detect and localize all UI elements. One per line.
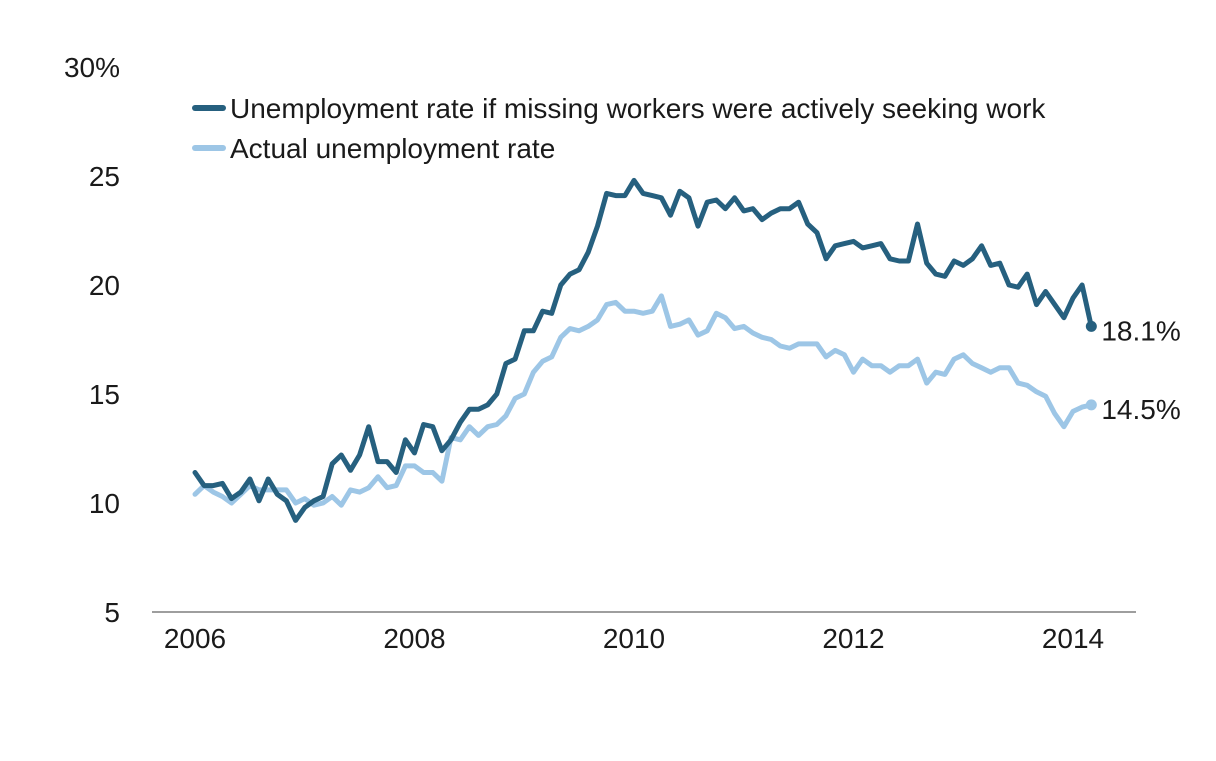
series-end-point-2 (1085, 399, 1097, 411)
x-tick-label: 2010 (603, 623, 665, 654)
legend: Unemployment rate if missing workers wer… (192, 93, 1046, 164)
y-tick-label: 15 (89, 379, 120, 410)
x-tick-label: 2012 (822, 623, 884, 654)
legend-label-series-1: Unemployment rate if missing workers wer… (230, 93, 1046, 124)
y-axis-tick-labels: 5 10 15 20 25 30% (64, 52, 120, 628)
series-line-1 (192, 177, 1094, 523)
series-end-label-2: 14.5% (1101, 394, 1180, 425)
y-tick-label: 10 (89, 488, 120, 519)
x-axis-tick-labels: 2006 2008 2010 2012 2014 (164, 623, 1104, 654)
series-line-2 (192, 293, 1094, 508)
y-tick-label: 30% (64, 52, 120, 83)
y-tick-label: 25 (89, 161, 120, 192)
x-tick-label: 2006 (164, 623, 226, 654)
y-tick-label: 20 (89, 270, 120, 301)
series-layer: 14.5% 18.1% (192, 177, 1181, 523)
series-end-point-1 (1085, 320, 1097, 332)
y-tick-label: 5 (104, 597, 120, 628)
x-tick-label: 2008 (383, 623, 445, 654)
legend-label-series-2: Actual unemployment rate (230, 133, 555, 164)
x-tick-label: 2014 (1042, 623, 1104, 654)
series-end-label-1: 18.1% (1101, 315, 1180, 346)
